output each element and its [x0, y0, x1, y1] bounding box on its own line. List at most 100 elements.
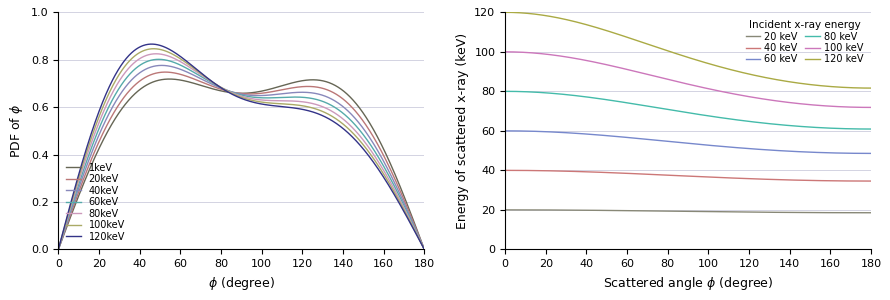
Legend: 1keV, 20keV, 40keV, 60keV, 80keV, 100keV, 120keV: 1keV, 20keV, 40keV, 60keV, 80keV, 100keV…	[63, 160, 128, 244]
100keV	[419, 248, 430, 251]
100keV	[72, 182, 83, 185]
120keV	[146, 42, 157, 46]
60 keV	[866, 152, 877, 155]
Y-axis label: PDF of $\phi$: PDF of $\phi$	[8, 104, 25, 158]
100keV	[149, 47, 159, 50]
100 keV	[678, 81, 689, 85]
40keV	[231, 92, 242, 95]
1keV	[164, 77, 174, 81]
20 keV	[866, 211, 877, 214]
60 keV	[788, 150, 798, 153]
100 keV	[866, 106, 877, 109]
120keV	[419, 248, 430, 251]
Line: 100keV: 100keV	[59, 49, 425, 249]
40keV	[409, 223, 419, 226]
60keV	[153, 58, 164, 61]
100 keV	[855, 106, 866, 109]
Line: 80keV: 80keV	[59, 54, 425, 249]
40keV	[222, 88, 232, 92]
100keV	[231, 94, 242, 97]
100 keV	[500, 50, 511, 54]
100 keV	[668, 79, 679, 83]
1keV	[53, 248, 64, 251]
20 keV	[788, 211, 798, 214]
40 keV	[519, 169, 530, 172]
60 keV	[500, 129, 511, 133]
60keV	[72, 188, 83, 191]
Line: 100 keV: 100 keV	[506, 52, 871, 107]
120keV	[342, 130, 352, 134]
20 keV	[519, 208, 530, 212]
120keV	[222, 89, 232, 93]
Y-axis label: Energy of scattered x-ray (keV): Energy of scattered x-ray (keV)	[456, 33, 469, 229]
20keV	[231, 91, 242, 95]
Line: 40keV: 40keV	[59, 65, 425, 249]
40keV	[53, 248, 64, 251]
40keV	[342, 108, 352, 112]
20 keV	[678, 209, 689, 213]
120keV	[72, 178, 83, 182]
120 keV	[500, 11, 511, 14]
60 keV	[678, 141, 689, 145]
20keV	[72, 195, 83, 198]
80keV	[53, 248, 64, 251]
40keV	[419, 248, 430, 251]
20keV	[409, 221, 419, 225]
40keV	[72, 191, 83, 195]
Line: 120 keV: 120 keV	[506, 12, 871, 88]
100keV	[409, 227, 419, 230]
120 keV	[678, 54, 689, 58]
Line: 20 keV: 20 keV	[506, 210, 871, 213]
20 keV	[855, 211, 866, 214]
20 keV	[855, 211, 866, 214]
20keV	[342, 100, 352, 104]
60keV	[409, 224, 419, 228]
40 keV	[500, 169, 511, 172]
20keV	[222, 89, 232, 93]
1keV	[72, 198, 83, 202]
20 keV	[500, 208, 511, 212]
120keV	[409, 228, 419, 232]
100 keV	[519, 50, 530, 54]
80keV	[222, 88, 232, 92]
Line: 60 keV: 60 keV	[506, 131, 871, 153]
40 keV	[668, 174, 679, 177]
80 keV	[855, 127, 866, 131]
Line: 80 keV: 80 keV	[506, 92, 871, 129]
40 keV	[855, 179, 866, 183]
40 keV	[855, 179, 866, 183]
100keV	[222, 89, 232, 93]
80 keV	[788, 124, 798, 128]
120keV	[231, 94, 242, 98]
100keV	[409, 227, 419, 231]
100keV	[342, 125, 352, 129]
120 keV	[788, 81, 798, 84]
Line: 1keV: 1keV	[59, 79, 425, 249]
1keV	[419, 248, 430, 251]
80keV	[150, 52, 161, 56]
20keV	[409, 222, 419, 225]
60keV	[53, 248, 64, 251]
Line: 60keV: 60keV	[59, 59, 425, 249]
80 keV	[855, 127, 866, 131]
40keV	[409, 224, 419, 227]
X-axis label: $\phi$ (degree): $\phi$ (degree)	[208, 275, 275, 292]
80 keV	[866, 127, 877, 131]
Line: 40 keV: 40 keV	[506, 170, 871, 181]
1keV	[409, 220, 419, 224]
80keV	[409, 226, 419, 229]
40 keV	[866, 179, 877, 183]
80 keV	[678, 110, 689, 114]
Line: 20keV: 20keV	[59, 72, 425, 249]
120 keV	[668, 51, 679, 55]
60 keV	[668, 140, 679, 144]
120 keV	[519, 11, 530, 15]
20 keV	[668, 209, 679, 213]
20keV	[160, 70, 171, 74]
100 keV	[855, 106, 866, 109]
X-axis label: Scattered angle $\phi$ (degree): Scattered angle $\phi$ (degree)	[603, 275, 773, 292]
80 keV	[519, 90, 530, 94]
60keV	[222, 88, 232, 92]
60keV	[419, 248, 430, 251]
20keV	[53, 248, 64, 251]
